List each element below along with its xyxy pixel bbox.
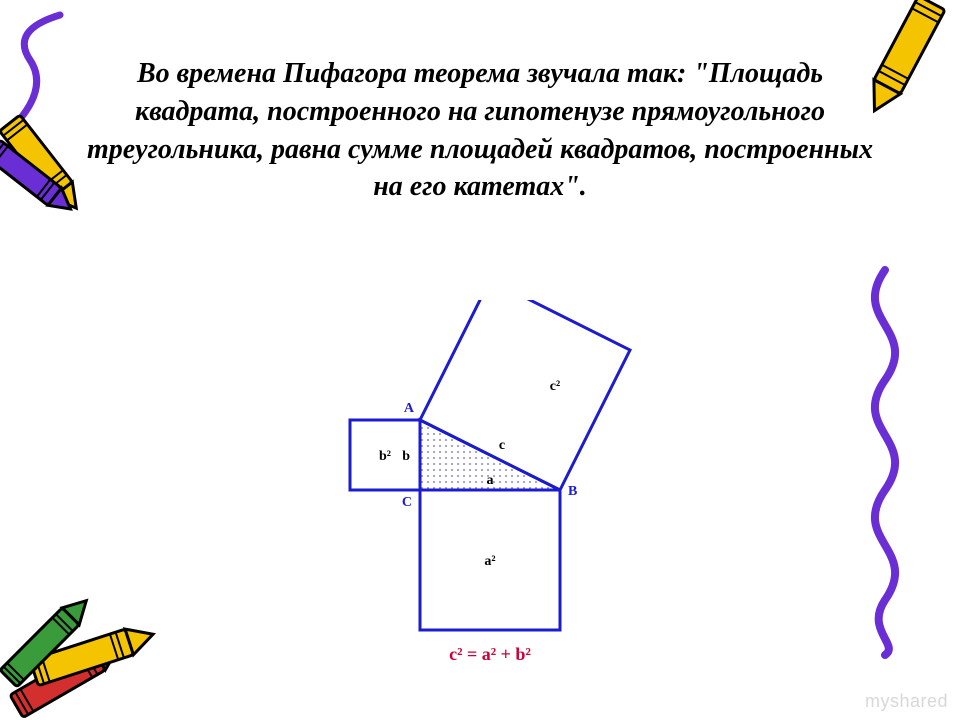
watermark: myshared (865, 691, 948, 712)
label-b: b (402, 449, 410, 464)
label-c: c (499, 438, 505, 453)
crayon-top-left (0, 0, 130, 220)
label-A: A (404, 401, 415, 416)
label-a2: a² (484, 554, 495, 569)
crayon-bottom-left (0, 565, 195, 720)
label-C: C (402, 495, 412, 510)
diagram-svg: b² a² c² A B Ca b c c² = a² + b² (300, 300, 660, 680)
label-b2: b² (379, 449, 391, 464)
label-c2: c² (550, 379, 560, 394)
scribble-right (840, 260, 930, 660)
equation: c² = a² + b² (449, 644, 531, 664)
crayon-top-right (850, 0, 960, 180)
label-B: B (568, 484, 577, 499)
page-title: Во времена Пифагора теорема звучала так:… (80, 55, 880, 206)
label-a: a (487, 473, 494, 488)
pythagoras-diagram: b²a²c²ABCabcc² = a² + b² (300, 300, 660, 660)
